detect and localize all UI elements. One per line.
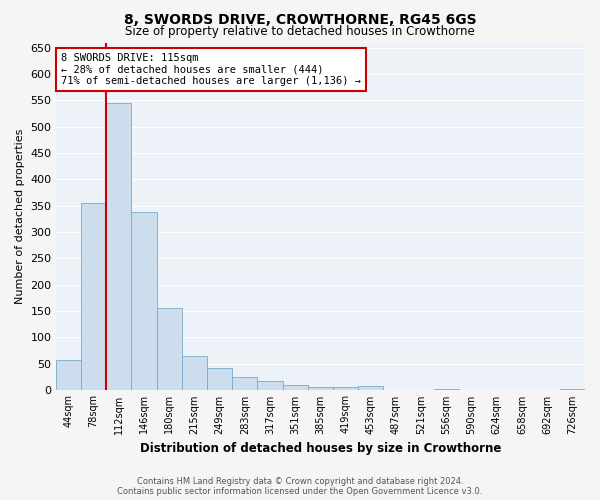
- Bar: [157, 308, 182, 390]
- Text: Contains HM Land Registry data © Crown copyright and database right 2024.
Contai: Contains HM Land Registry data © Crown c…: [118, 476, 482, 496]
- Bar: [358, 386, 383, 390]
- Bar: [81, 203, 106, 390]
- Bar: [207, 368, 232, 390]
- Bar: [131, 212, 157, 390]
- Bar: [106, 103, 131, 390]
- X-axis label: Distribution of detached houses by size in Crowthorne: Distribution of detached houses by size …: [140, 442, 501, 455]
- Bar: [182, 356, 207, 390]
- Text: 8 SWORDS DRIVE: 115sqm
← 28% of detached houses are smaller (444)
71% of semi-de: 8 SWORDS DRIVE: 115sqm ← 28% of detached…: [61, 53, 361, 86]
- Bar: [56, 360, 81, 390]
- Text: 8, SWORDS DRIVE, CROWTHORNE, RG45 6GS: 8, SWORDS DRIVE, CROWTHORNE, RG45 6GS: [124, 12, 476, 26]
- Bar: [434, 388, 459, 390]
- Bar: [232, 377, 257, 390]
- Bar: [308, 388, 333, 390]
- Text: Size of property relative to detached houses in Crowthorne: Size of property relative to detached ho…: [125, 25, 475, 38]
- Y-axis label: Number of detached properties: Number of detached properties: [15, 128, 25, 304]
- Bar: [333, 388, 358, 390]
- Bar: [257, 380, 283, 390]
- Bar: [560, 389, 585, 390]
- Bar: [283, 385, 308, 390]
